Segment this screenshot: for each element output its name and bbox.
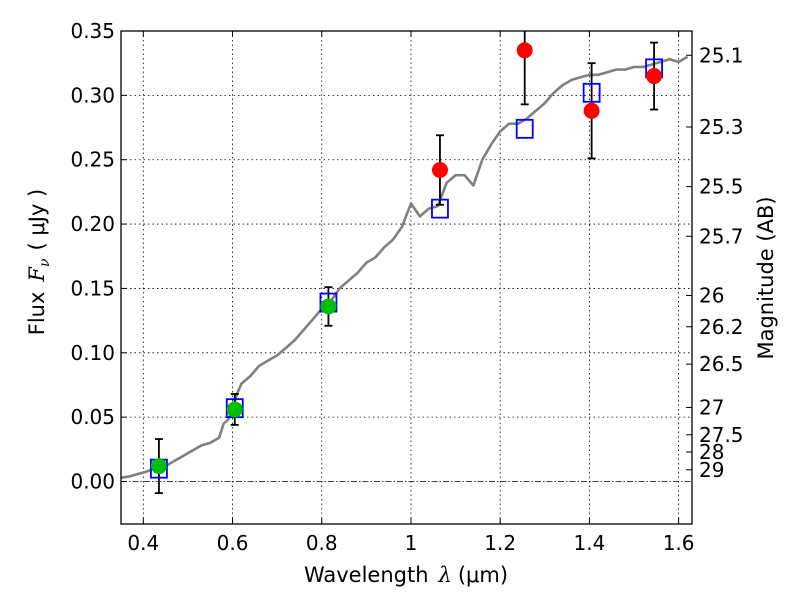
mag-tick-label: 25.3	[699, 115, 744, 139]
mag-tick-label: 25.7	[699, 224, 744, 248]
model-flux-square	[431, 198, 449, 219]
observed-flux-point	[226, 401, 243, 418]
observed-flux-point	[150, 458, 167, 475]
model-bandpass-markers	[150, 58, 663, 479]
model-flux-square	[515, 118, 534, 139]
observed-flux-point	[431, 162, 448, 179]
x-tick-label: 1.4	[573, 531, 605, 555]
x-tick-label: 0.4	[127, 531, 159, 555]
axis-ticks: 0.4 0.6 0.8 1 1.2 1.4 1.6 0.00 0.05 0.10 0.15 0.20 0…	[70, 19, 743, 555]
y-tick-label: 0.10	[70, 341, 115, 365]
mag-tick-label: 29	[699, 458, 724, 482]
x-tick-label: 0.6	[217, 531, 249, 555]
y-tick-label: 0.30	[70, 83, 115, 107]
mag-tick-label: 25.5	[699, 175, 744, 199]
model-flux-square	[582, 82, 601, 103]
y-tick-label: 0.20	[70, 212, 115, 236]
mag-tick-label: 26.5	[699, 352, 744, 376]
mag-tick-label: 27	[699, 395, 724, 419]
x-tick-label: 1.2	[484, 531, 516, 555]
y-tick-label: 0.05	[70, 405, 115, 429]
x-tick-label: 0.8	[306, 531, 338, 555]
model-spectrum	[121, 55, 689, 479]
observed-flux-point	[516, 42, 533, 59]
mag-tick-label: 27.5	[699, 423, 744, 447]
observed-flux-markers	[150, 42, 663, 475]
plot-frame	[120, 30, 693, 525]
spectrum-line	[121, 55, 689, 479]
y-tick-label: 0.25	[70, 148, 115, 172]
y-tick-label: 0.15	[70, 276, 115, 300]
y-tick-label: 0.35	[70, 19, 115, 43]
mag-tick-label: 26.2	[699, 315, 744, 339]
mag-tick-label: 25.1	[699, 43, 744, 67]
mag-tick-label: 26	[699, 283, 724, 307]
mag-tick-label: 28	[699, 440, 724, 464]
x-tick-label: 1	[405, 531, 418, 555]
y-tick-label: 0.00	[70, 470, 115, 494]
y2-axis-label: Magnitude (AB)	[754, 196, 778, 359]
x-tick-label: 1.6	[663, 531, 695, 555]
error-bars	[154, 31, 659, 495]
y-axis-label: FluxFν( μJy )	[25, 189, 53, 335]
observed-flux-point	[646, 68, 663, 85]
observed-flux-point	[320, 298, 337, 315]
x-axis-label: Wavelength λ (μm)	[304, 563, 508, 587]
observed-flux-point	[583, 102, 600, 119]
grid	[121, 31, 692, 524]
